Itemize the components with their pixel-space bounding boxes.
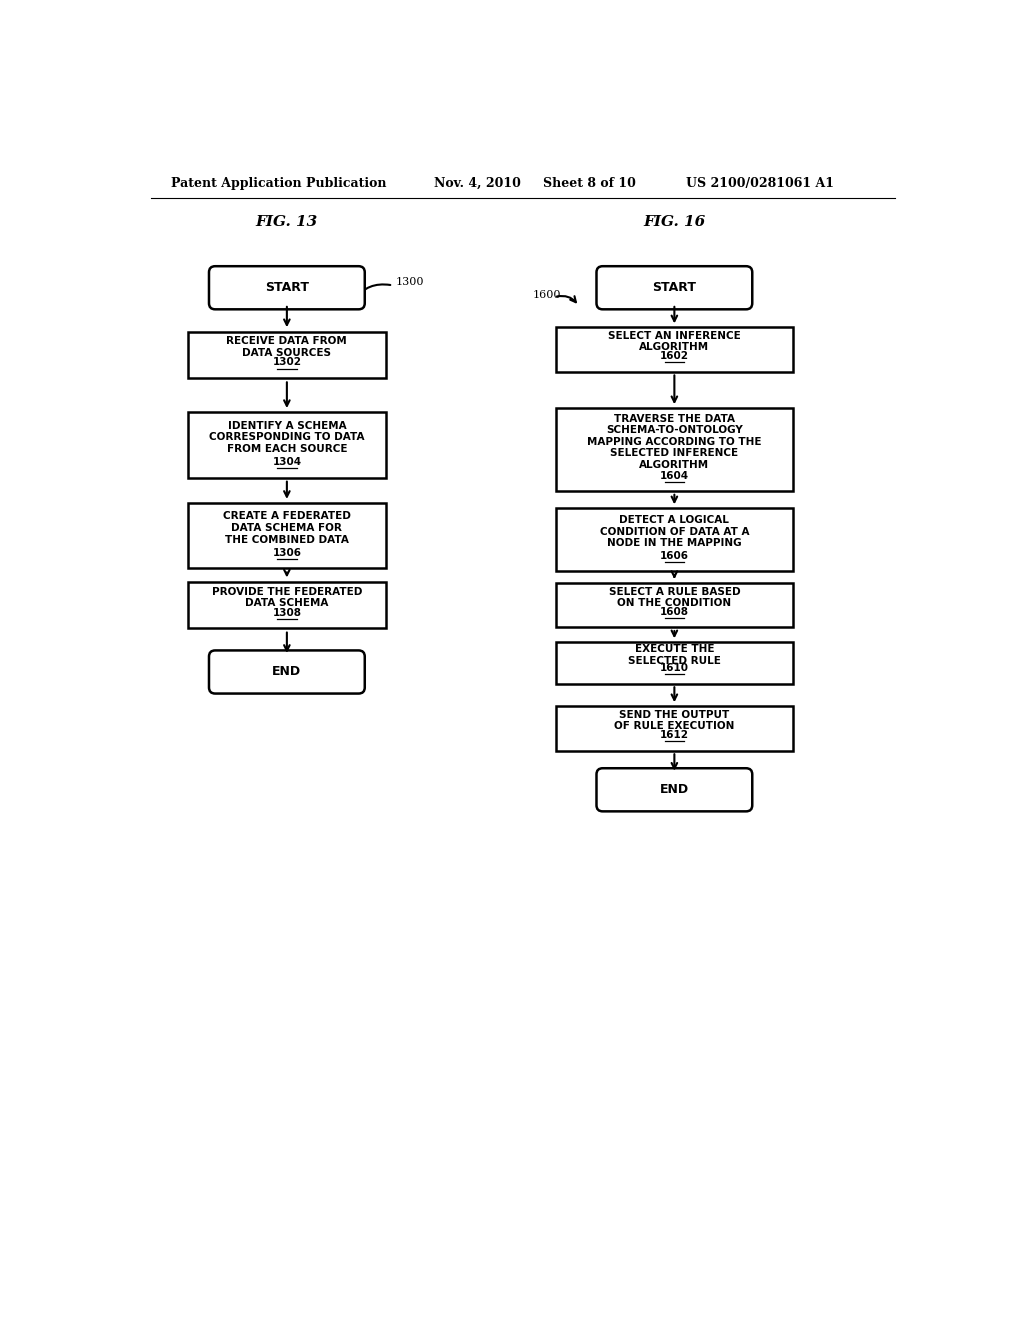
Text: US 2100/0281061 A1: US 2100/0281061 A1: [686, 177, 834, 190]
Text: DETECT A LOGICAL
CONDITION OF DATA AT A
NODE IN THE MAPPING: DETECT A LOGICAL CONDITION OF DATA AT A …: [600, 515, 750, 548]
Text: 1304: 1304: [272, 457, 301, 467]
Text: 1612: 1612: [659, 730, 689, 741]
Text: END: END: [659, 783, 689, 796]
Text: 1600: 1600: [532, 289, 561, 300]
Text: START: START: [652, 281, 696, 294]
Text: 1608: 1608: [659, 607, 689, 616]
FancyBboxPatch shape: [209, 651, 365, 693]
Text: CREATE A FEDERATED
DATA SCHEMA FOR
THE COMBINED DATA: CREATE A FEDERATED DATA SCHEMA FOR THE C…: [223, 511, 351, 545]
Text: END: END: [272, 665, 301, 678]
Text: 1610: 1610: [659, 663, 689, 673]
FancyBboxPatch shape: [556, 327, 793, 372]
FancyBboxPatch shape: [556, 706, 793, 751]
Text: IDENTIFY A SCHEMA
CORRESPONDING TO DATA
FROM EACH SOURCE: IDENTIFY A SCHEMA CORRESPONDING TO DATA …: [209, 421, 365, 454]
FancyBboxPatch shape: [556, 508, 793, 572]
Text: PROVIDE THE FEDERATED
DATA SCHEMA: PROVIDE THE FEDERATED DATA SCHEMA: [212, 586, 362, 609]
Text: Nov. 4, 2010: Nov. 4, 2010: [434, 177, 521, 190]
Text: 1308: 1308: [272, 607, 301, 618]
FancyBboxPatch shape: [556, 582, 793, 627]
FancyBboxPatch shape: [556, 642, 793, 684]
Text: START: START: [265, 281, 309, 294]
FancyBboxPatch shape: [556, 408, 793, 491]
Text: 1602: 1602: [659, 351, 689, 362]
FancyBboxPatch shape: [188, 582, 386, 628]
Text: TRAVERSE THE DATA
SCHEMA-TO-ONTOLOGY
MAPPING ACCORDING TO THE
SELECTED INFERENCE: TRAVERSE THE DATA SCHEMA-TO-ONTOLOGY MAP…: [587, 413, 762, 470]
Text: 1606: 1606: [659, 550, 689, 561]
FancyBboxPatch shape: [188, 412, 386, 478]
Text: Patent Application Publication: Patent Application Publication: [171, 177, 386, 190]
FancyBboxPatch shape: [188, 503, 386, 569]
Text: FIG. 13: FIG. 13: [256, 215, 318, 228]
Text: SELECT A RULE BASED
ON THE CONDITION: SELECT A RULE BASED ON THE CONDITION: [608, 586, 740, 609]
FancyBboxPatch shape: [597, 267, 753, 309]
Text: EXECUTE THE
SELECTED RULE: EXECUTE THE SELECTED RULE: [628, 644, 721, 665]
FancyBboxPatch shape: [597, 768, 753, 812]
Text: 1302: 1302: [272, 358, 301, 367]
Text: Sheet 8 of 10: Sheet 8 of 10: [543, 177, 636, 190]
Text: FIG. 16: FIG. 16: [643, 215, 706, 228]
Text: SEND THE OUTPUT
OF RULE EXECUTION: SEND THE OUTPUT OF RULE EXECUTION: [614, 710, 734, 731]
Text: 1300: 1300: [395, 277, 424, 286]
Text: RECEIVE DATA FROM
DATA SOURCES: RECEIVE DATA FROM DATA SOURCES: [226, 337, 347, 358]
Text: 1306: 1306: [272, 548, 301, 558]
FancyBboxPatch shape: [188, 331, 386, 378]
Text: 1604: 1604: [659, 471, 689, 480]
FancyBboxPatch shape: [209, 267, 365, 309]
Text: SELECT AN INFERENCE
ALGORITHM: SELECT AN INFERENCE ALGORITHM: [608, 331, 740, 352]
